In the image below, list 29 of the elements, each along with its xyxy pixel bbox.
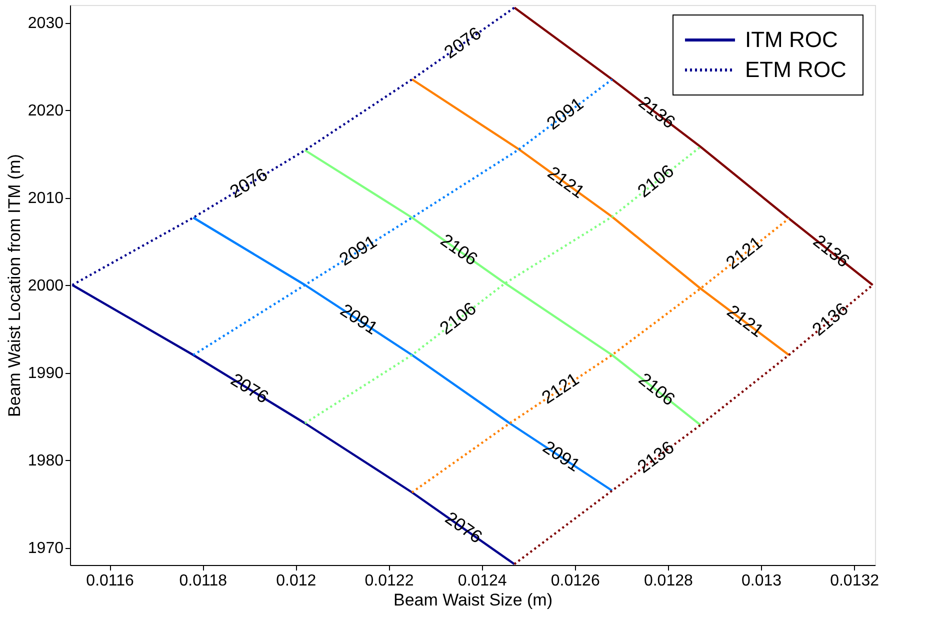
y-tick-label: 2030	[28, 15, 64, 32]
text: 2091	[539, 436, 584, 476]
x-tick-label: 0.0128	[644, 572, 694, 590]
y-tick-label: 1970	[28, 540, 64, 557]
text: 2121	[538, 368, 583, 408]
text: 2106	[436, 230, 482, 270]
x-tick-label: 0.0118	[179, 572, 228, 590]
y-tick-label: 2000	[28, 278, 64, 294]
x-axis-title: Beam Waist Size (m)	[393, 590, 553, 610]
x-tick-label: 0.012	[276, 572, 316, 590]
x-tick-label: 0.0126	[550, 572, 600, 590]
y-tick-label: 1990	[28, 365, 64, 382]
x-tick-label: 0.0116	[86, 572, 134, 590]
y-tick-label: 2020	[28, 102, 64, 120]
x-tick-label: 0.013	[741, 572, 782, 590]
text: 2076	[442, 508, 486, 548]
y-axis-title: Beam Waist Location from ITM (m)	[4, 154, 24, 417]
text: 2076	[227, 369, 272, 408]
annotation: ITM ROC	[745, 27, 838, 52]
y-tick-label: 1980	[28, 452, 64, 470]
y-tick-label: 2010	[28, 190, 64, 207]
text: 2091	[336, 300, 382, 338]
annotation: ETM ROC	[745, 57, 847, 82]
text: 2091	[336, 231, 380, 270]
text: 2076	[226, 164, 271, 202]
x-tick-label: 0.0124	[458, 572, 507, 590]
x-tick-label: 0.0122	[364, 572, 414, 590]
x-tick-label: 0.0132	[830, 572, 880, 590]
text: 2136	[634, 92, 679, 132]
